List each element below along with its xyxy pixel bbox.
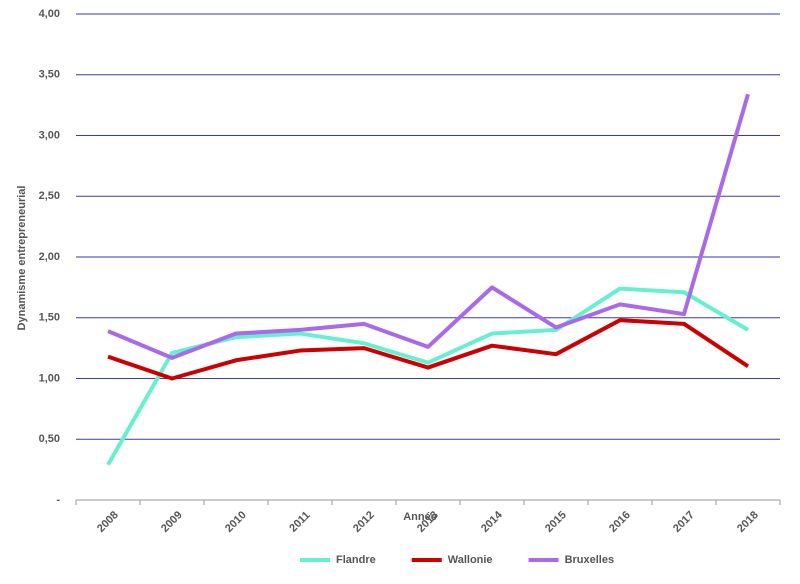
y-tick-label: 2,50 [39,190,60,202]
x-tick-label: 2018 [735,509,761,535]
x-tick-label: 2009 [159,509,185,535]
legend-label: Wallonie [448,554,493,566]
x-tick-label: 2011 [287,509,312,534]
y-axis-title: Dynamisme entrepreneurial [16,186,28,331]
x-tick-label: 2014 [479,508,505,534]
y-tick-label: 3,50 [39,69,60,81]
x-tick-label: 2015 [543,509,569,535]
series-line [106,286,750,466]
series-line [107,318,750,381]
x-tick-label: 2016 [607,509,633,535]
x-tick-label: 2017 [671,509,697,535]
legend-label: Bruxelles [565,554,615,566]
y-tick-label: 1,00 [39,372,60,384]
y-tick-label: 3,00 [39,129,60,141]
series-line [107,93,750,360]
y-tick-label: 2,00 [39,251,60,263]
x-tick-label: 2010 [223,509,249,535]
x-tick-label: 2008 [95,509,121,535]
y-tick-label: 0,50 [39,433,60,445]
y-tick-label: 4,00 [39,8,60,20]
legend-label: Flandre [336,554,376,566]
y-tick-label: 1,50 [39,312,60,324]
y-tick-label: - [56,494,60,506]
x-tick-label: 2012 [351,509,377,535]
x-axis-title: Année [403,511,437,523]
